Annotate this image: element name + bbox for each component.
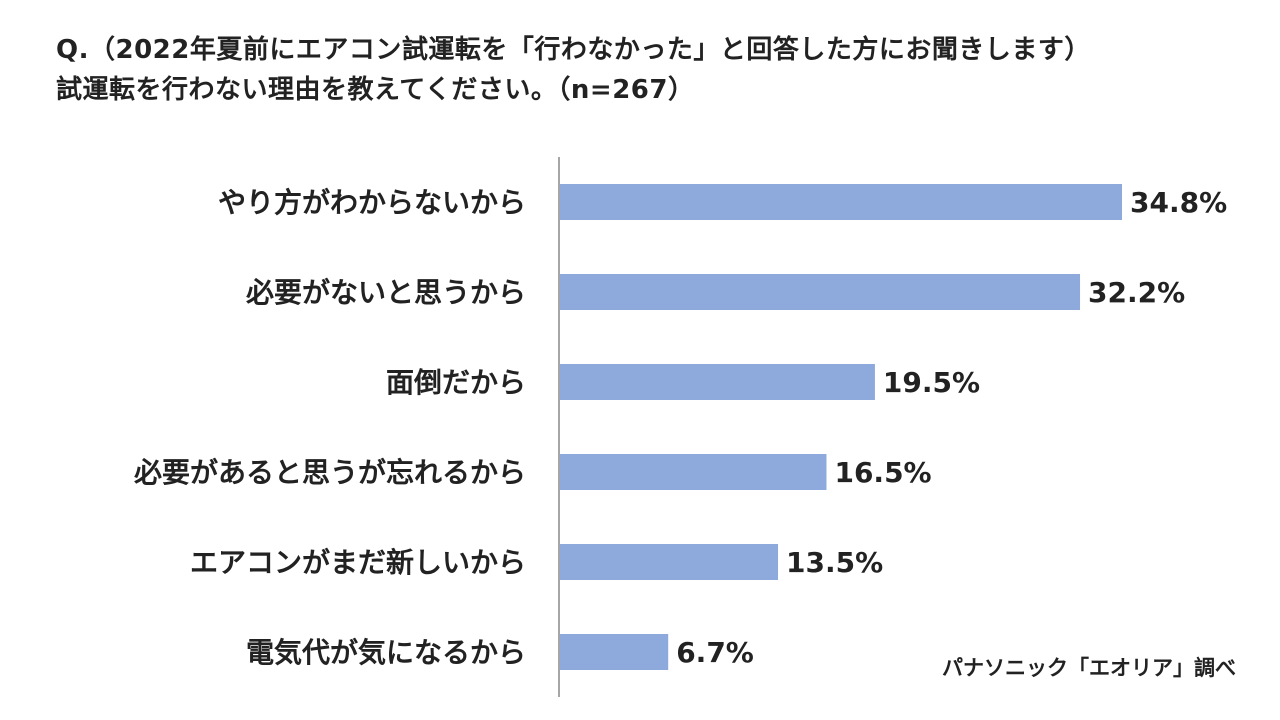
chart-title: Q.（2022年夏前にエアコン試運転を「行わなかった」と回答した方にお聞きします… — [56, 30, 1091, 110]
data-label: 13.5% — [786, 546, 883, 579]
category-label: 面倒だから — [386, 366, 526, 399]
source-credit: パナソニック「エオリア」調べ — [942, 656, 1236, 680]
bar — [560, 364, 875, 400]
bar — [560, 544, 779, 580]
question-line-2: 試運転を行わない理由を教えてください。（n=267） — [56, 75, 695, 105]
bar — [560, 454, 827, 490]
category-label: エアコンがまだ新しいから — [190, 546, 526, 579]
category-label: 必要があると思うが忘れるから — [134, 456, 526, 489]
data-label: 6.7% — [676, 636, 754, 669]
data-label: 34.8% — [1130, 186, 1227, 219]
question-line-1: Q.（2022年夏前にエアコン試運転を「行わなかった」と回答した方にお聞きします… — [56, 35, 1091, 65]
data-label: 19.5% — [883, 366, 980, 399]
data-label: 16.5% — [834, 456, 931, 489]
category-label: やり方がわからないから — [218, 186, 526, 219]
data-label: 32.2% — [1088, 276, 1185, 309]
bar — [560, 274, 1081, 310]
category-label: 必要がないと思うから — [246, 276, 526, 309]
bar — [560, 634, 669, 670]
bar — [560, 184, 1123, 220]
category-label: 電気代が気になるから — [246, 636, 526, 669]
